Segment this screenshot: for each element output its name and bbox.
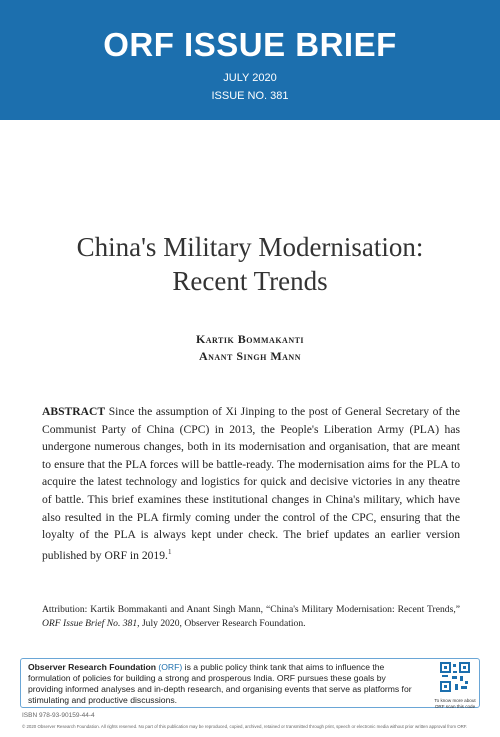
attribution-lead: Attribution: Kartik Bommakanti and Anant… — [42, 604, 460, 615]
footer-box — [20, 658, 480, 708]
abstract-label: ABSTRACT — [42, 405, 106, 418]
abstract: ABSTRACT Since the assumption of Xi Jinp… — [42, 403, 460, 564]
qr-caption: To know more about ORF scan this code — [434, 698, 476, 709]
abstract-text: Since the assumption of Xi Jinping to th… — [42, 405, 460, 562]
copyright: © 2020 Observer Research Foundation. All… — [22, 724, 468, 729]
author: Anant Singh Mann — [198, 349, 301, 363]
footer-text: Observer Research Foundation (ORF) is a … — [28, 662, 418, 706]
footnote-mark: 1 — [167, 547, 172, 556]
header-band — [0, 0, 500, 120]
header-issue: ISSUE NO. 381 — [211, 90, 289, 102]
footer-description: is a public policy think tank that aims … — [28, 662, 412, 705]
header-date: JULY 2020 — [223, 72, 277, 84]
author: Kartik Bommakanti — [195, 332, 305, 346]
qr-code — [440, 662, 470, 692]
header-title: ORF ISSUE BRIEF — [103, 26, 397, 63]
title-line: China's Military Modernisation: — [76, 232, 424, 262]
title-line: Recent Trends — [172, 266, 328, 296]
attribution: Attribution: Kartik Bommakanti and Anant… — [42, 603, 460, 631]
isbn: ISBN 978-93-90159-44-4 — [22, 712, 95, 719]
attribution-tail: , July 2020, Observer Research Foundatio… — [137, 618, 306, 629]
footer-abbr: (ORF) — [158, 662, 183, 672]
attribution-series: ORF Issue Brief No. 381 — [42, 618, 138, 629]
footer-org: Observer Research Foundation — [28, 662, 156, 672]
